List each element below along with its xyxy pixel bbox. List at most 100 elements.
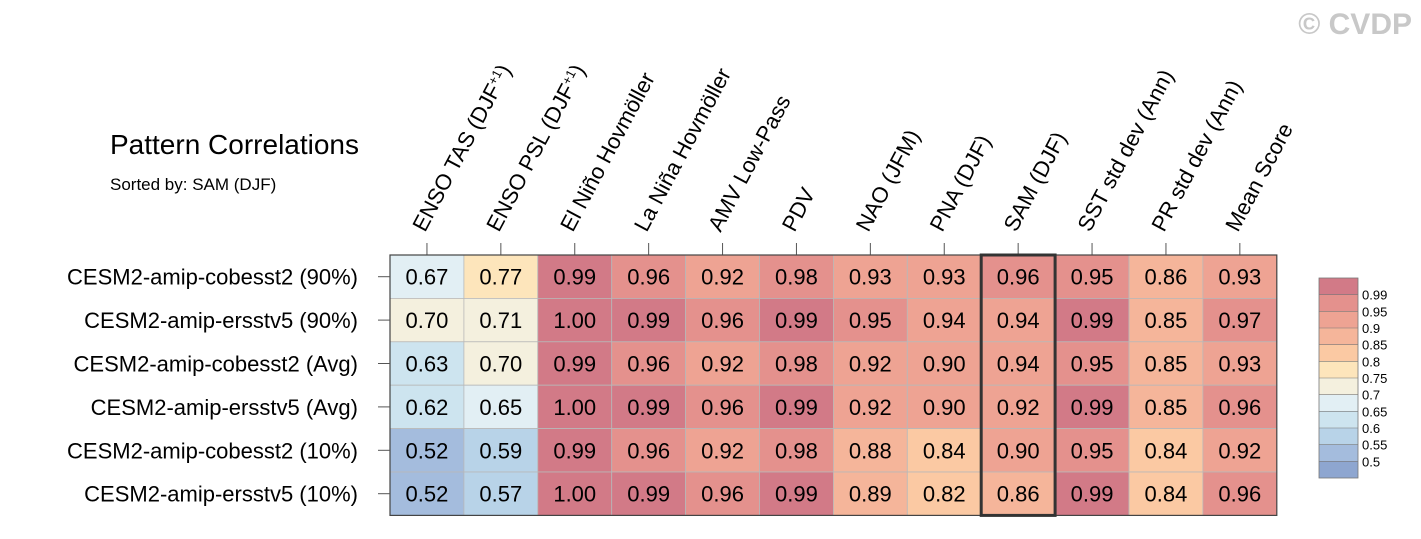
heatmap-cell [980,254,1056,299]
cell-value: 0.93 [1218,265,1261,290]
cell-value: 0.94 [997,308,1040,333]
colorbar-swatch [1319,394,1358,412]
cell-value: 0.77 [479,265,522,290]
cell-value: 0.70 [406,308,449,333]
colorbar: 0.990.95 0.9 0.850.8 0.75 0.70.65 0.6 0.550.5 [1318,277,1387,479]
chart-subtitle: Sorted by: SAM (DJF) [110,175,276,194]
colorbar-swatch [1319,461,1358,478]
cell-value: 0.92 [701,438,744,463]
heatmap-cell [463,341,539,386]
heatmap-cell [685,254,760,299]
cell-value: 0.59 [479,438,522,463]
heatmap-cell [980,341,1056,386]
row-label: CESM2-amip-cobesst2 (Avg) [74,352,358,377]
cell-value: 0.99 [775,482,818,507]
cell-value: 0.99 [1071,482,1114,507]
cell-value: 0.85 [1145,352,1188,377]
colorbar-label: 0.5 [1362,454,1380,469]
cell-value: 0.99 [553,352,596,377]
cell-value: 0.98 [775,352,818,377]
heatmap-cell [1128,254,1204,299]
cell-value: 0.63 [406,352,449,377]
cell-value: 0.96 [997,265,1040,290]
cell-value: 0.67 [406,265,449,290]
column-label: PNA (DJF) [925,131,996,236]
heatmap-cell [537,341,613,386]
cell-value: 0.84 [923,438,966,463]
heatmap-cell [611,384,687,430]
colorbar-swatch [1319,278,1358,295]
colorbar-label: 0.55 [1362,438,1387,453]
cell-value: 0.52 [406,482,449,507]
colorbar-label: 0.85 [1362,338,1387,353]
column-label: PDV [777,183,820,235]
cell-value: 0.88 [849,438,892,463]
heatmap-cell [833,297,908,343]
heatmap-cell [685,384,760,430]
cell-value: 0.65 [479,395,522,420]
cell-value: 0.99 [553,265,596,290]
cell-value: 0.85 [1145,308,1188,333]
cell-value: 0.90 [997,438,1040,463]
cell-value: 0.99 [1071,308,1114,333]
heatmap-cell [833,428,908,473]
cell-value: 0.84 [1145,482,1188,507]
cell-value: 0.62 [406,395,449,420]
heatmap-cell [463,297,539,343]
heatmap-cell [759,384,834,430]
cell-value: 0.96 [627,352,670,377]
heatmap-cell [1202,254,1278,299]
cell-value: 0.70 [479,352,522,377]
colorbar-label: 0.8 [1362,354,1380,369]
cell-value: 0.86 [997,482,1040,507]
cell-value: 0.82 [923,482,966,507]
column-labels: ENSO TAS (DJF+1)ENSO PSL (DJF+1)El Niño … [407,60,1298,255]
cell-value: 0.99 [1071,395,1114,420]
column-label: Mean Score [1220,119,1298,235]
cell-value: 0.92 [701,265,744,290]
heatmap-cell [685,471,760,516]
heatmap-cell [1128,384,1204,430]
heatmap-cell [1202,471,1278,516]
cell-value: 0.94 [923,308,966,333]
colorbar-label: 0.7 [1362,388,1380,403]
heatmap-cell [833,254,908,299]
cell-value: 0.90 [923,352,966,377]
cell-value: 0.52 [406,438,449,463]
heatmap-cell [1128,471,1204,516]
cell-value: 0.99 [553,438,596,463]
cell-value: 0.99 [627,395,670,420]
heatmap-cell [833,471,908,516]
cell-value: 0.92 [701,352,744,377]
cell-value: 0.92 [849,395,892,420]
colorbar-swatch [1319,361,1358,378]
cell-value: 0.90 [923,395,966,420]
cell-value: 0.71 [479,308,522,333]
sorted-column-highlight [979,253,1057,517]
cell-value: 0.99 [627,308,670,333]
heatmap-border [389,254,1278,516]
heatmap-cell [389,254,465,299]
cell-value: 0.95 [849,308,892,333]
cell-value: 1.00 [553,308,596,333]
colorbar-swatch [1319,378,1358,395]
heatmap-cell [1054,254,1130,299]
colorbar-label: 0.6 [1362,421,1380,436]
colorbar-swatch [1319,444,1358,462]
cell-value: 0.57 [479,482,522,507]
cell-value: 0.92 [997,395,1040,420]
heatmap-cell [980,384,1056,430]
heatmap-cell [1128,341,1204,386]
cell-value: 0.99 [775,308,818,333]
colorbar-swatch [1319,428,1358,445]
cell-value: 0.96 [627,438,670,463]
cell-value: 0.99 [627,482,670,507]
heatmap-cell [759,341,834,386]
colorbar-label: 0.9 [1362,321,1380,336]
colorbar-swatch [1319,344,1358,362]
heatmap-cell [1054,384,1130,430]
heatmap-cell [463,384,539,430]
row-label: CESM2-amip-ersstv5 (90%) [84,308,358,333]
heatmap-cell [537,471,613,516]
